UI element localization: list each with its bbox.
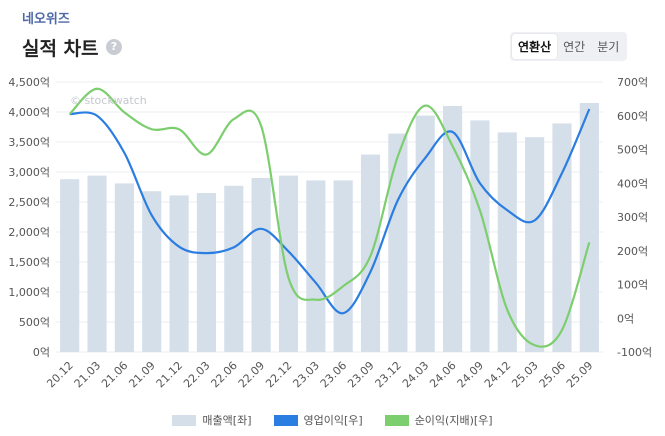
left-axis-tick: 3,500억: [8, 136, 50, 149]
bar-revenue: [525, 137, 545, 352]
tab-annualized[interactable]: 연환산: [512, 34, 558, 59]
x-axis-tick: 20.12: [44, 359, 75, 390]
line-net-income: [68, 87, 591, 348]
bar-revenue: [114, 183, 134, 352]
right-axis-tick: -100억: [617, 346, 652, 359]
x-axis-tick: 25.09: [564, 359, 595, 390]
line-operating-income: [69, 108, 591, 315]
bar-revenue: [306, 180, 326, 352]
legend-label-operating-income: 영업이익[우]: [303, 414, 363, 427]
bar-revenue: [388, 133, 408, 352]
bar-revenue: [470, 120, 490, 353]
left-axis-tick: 2,000억: [8, 226, 50, 239]
x-axis-tick: 24.06: [427, 359, 458, 390]
x-axis-tick: 22.12: [263, 359, 294, 390]
x-axis-tick: 21.03: [72, 359, 103, 390]
x-axis-tick: 21.06: [99, 359, 130, 390]
x-axis-tick: 23.03: [290, 359, 321, 390]
bar-revenue: [415, 115, 435, 352]
chart-legend: 매출액[좌] 영업이익[우] 순이익(지배)[우]: [0, 412, 665, 428]
x-axis-tick: 22.03: [181, 359, 212, 390]
x-axis-tick: 23.09: [345, 359, 376, 390]
left-axis-tick: 1,000억: [8, 286, 50, 299]
x-axis-tick: 23.12: [373, 359, 404, 390]
page-title: 실적 차트: [22, 38, 99, 60]
bar-revenue: [333, 180, 353, 352]
tab-quarterly[interactable]: 분기: [597, 40, 620, 54]
legend-swatch-net-income: [384, 414, 409, 426]
bar-revenue: [552, 123, 572, 353]
x-axis-tick: 24.09: [455, 359, 486, 390]
legend-item-operating-income[interactable]: 영업이익[우]: [273, 412, 363, 428]
x-axis-tick: 22.09: [236, 359, 267, 390]
watermark: © stockwatch: [70, 94, 147, 107]
right-axis-tick: 100억: [617, 279, 648, 292]
right-axis-tick: 700억: [617, 76, 648, 89]
bar-revenue: [278, 175, 299, 352]
bar-revenue: [224, 185, 244, 352]
bar-revenue: [196, 193, 216, 352]
legend-swatch-operating-income: [273, 414, 298, 426]
period-tabs: 연환산 연간 분기: [510, 32, 628, 61]
help-icon[interactable]: ?: [106, 39, 122, 55]
right-axis-tick: 500억: [617, 144, 648, 157]
bar-revenue: [60, 179, 80, 352]
x-axis-tick: 24.12: [482, 359, 513, 390]
x-axis-tick: 22.06: [208, 359, 239, 390]
bar-revenue: [497, 132, 517, 352]
left-axis-tick: 2,500억: [8, 196, 50, 209]
left-axis-tick: 1,500억: [8, 256, 50, 269]
bar-revenue: [169, 195, 189, 352]
bar-revenue: [579, 103, 599, 352]
tab-annual[interactable]: 연간: [563, 40, 586, 54]
left-axis-tick: 3,000억: [8, 166, 50, 179]
legend-swatch-revenue: [172, 414, 197, 426]
right-axis-tick: 0억: [617, 312, 634, 325]
x-axis-tick: 25.06: [537, 359, 568, 390]
left-axis-tick: 4,000억: [8, 106, 50, 119]
x-axis-tick: 23.06: [318, 359, 349, 390]
left-axis-tick: 4,500억: [8, 76, 50, 89]
right-axis-tick: 200억: [617, 245, 648, 258]
legend-item-net-income[interactable]: 순이익(지배)[우]: [384, 412, 493, 428]
company-name: 네오위즈: [22, 12, 70, 27]
right-axis-tick: 300억: [617, 211, 648, 224]
x-axis-tick: 25.03: [509, 359, 540, 390]
legend-item-revenue[interactable]: 매출액[좌]: [172, 412, 252, 428]
performance-chart: 0억 500억 1,000억 1,500억 2,000억 2,500억 3,000억 3,50…: [8, 76, 652, 390]
bar-revenue: [142, 191, 162, 352]
right-axis-tick: 600억: [617, 110, 648, 123]
legend-label-revenue: 매출액[좌]: [202, 414, 252, 427]
bar-revenue: [251, 178, 271, 352]
right-axis-tick: 400억: [617, 177, 648, 190]
bar-revenue: [87, 175, 107, 352]
left-axis-tick: 0억: [33, 346, 50, 359]
left-axis-tick: 500억: [19, 316, 50, 329]
legend-label-net-income: 순이익(지배)[우]: [414, 414, 493, 427]
x-axis-tick: 24.03: [400, 359, 431, 390]
x-axis-tick: 21.12: [154, 359, 185, 390]
bar-revenue: [443, 106, 463, 352]
x-axis-tick: 21.09: [126, 359, 157, 390]
